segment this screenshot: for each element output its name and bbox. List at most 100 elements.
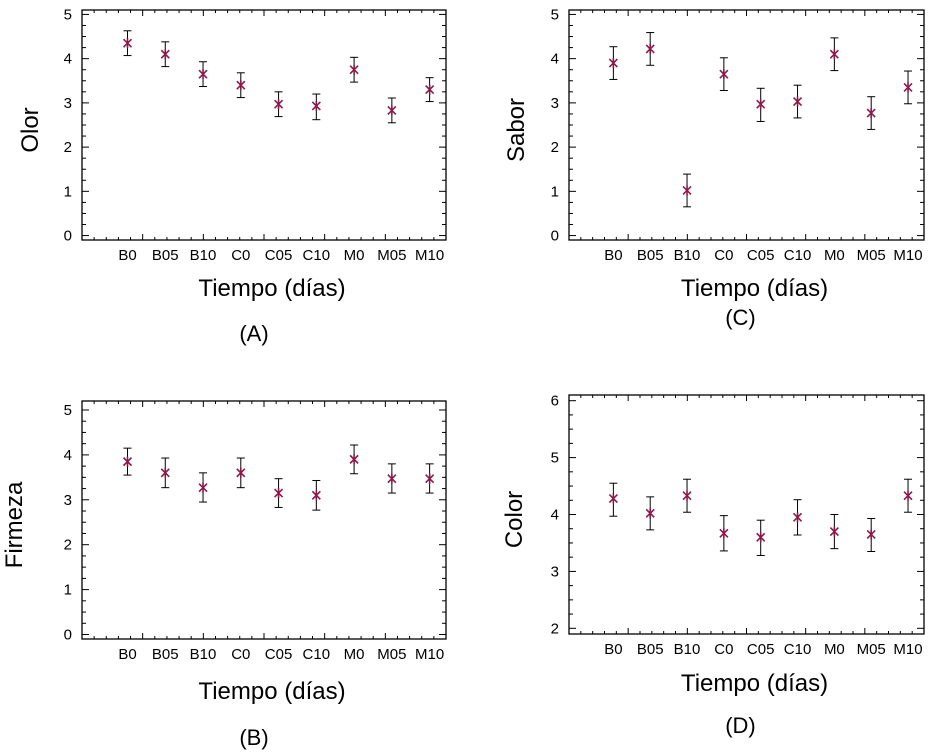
x-tick-label: C10	[303, 646, 331, 663]
data-point	[682, 490, 692, 501]
y-axis-title: Olor	[17, 107, 44, 152]
x-tick-label: B10	[190, 646, 217, 663]
y-tick-label: 2	[64, 537, 72, 554]
x-tick-label: M0	[824, 641, 845, 658]
x-tick-label: M10	[415, 247, 444, 264]
y-tick-label: 6	[551, 393, 559, 410]
chart-panel: 2 3 4 5 6 B0 B05 B10 C0 C05 C10 M0 M05 M10 Tiempo (día…	[501, 393, 925, 738]
x-tick-label: C05	[747, 641, 775, 658]
y-tick-label: 3	[64, 492, 72, 509]
x-tick-label: B0	[604, 247, 622, 264]
x-tick-label: C05	[747, 247, 775, 264]
data-point	[756, 99, 766, 110]
x-tick-label: C0	[231, 247, 250, 264]
x-tick-label: B0	[604, 641, 622, 658]
x-tick-label: C10	[784, 247, 812, 264]
data-point	[425, 84, 435, 95]
x-tick-label: C05	[265, 247, 293, 264]
data-point	[236, 467, 246, 478]
data-point	[756, 532, 766, 543]
data-point	[866, 529, 876, 540]
data-point	[311, 490, 321, 501]
x-tick-label: C0	[714, 247, 733, 264]
data-point	[792, 96, 803, 107]
data-point	[198, 482, 208, 493]
x-tick-label: B0	[118, 646, 136, 663]
plot-frame	[81, 400, 447, 640]
x-tick-label: C10	[784, 641, 812, 658]
data-point	[236, 80, 246, 91]
data-point	[792, 512, 803, 523]
data-point	[903, 82, 913, 93]
y-tick-label: 1	[64, 183, 72, 200]
x-tick-label: M10	[415, 646, 444, 663]
data-point	[829, 49, 839, 60]
data-point	[160, 467, 170, 478]
y-tick-label: 4	[64, 51, 72, 68]
x-tick-label: B05	[637, 247, 664, 264]
chart-panel: 0 1 2 3 4 5 B0 B05 B10 C0 C05 C10 M0 M05 M10 Tiempo (dí…	[17, 6, 447, 346]
data-point	[311, 100, 321, 111]
y-tick-label: 5	[551, 6, 559, 23]
y-tick-label: 4	[551, 51, 559, 68]
x-axis-title: Tiempo (días)	[681, 275, 828, 302]
data-point	[160, 49, 170, 60]
y-tick-label: 1	[551, 183, 559, 200]
panel-label: (B)	[239, 725, 268, 750]
y-tick-label: 0	[64, 627, 72, 644]
data-point	[122, 456, 133, 467]
data-point	[273, 99, 284, 110]
y-axis-title: Color	[501, 491, 528, 548]
y-tick-label: 4	[64, 447, 72, 464]
data-point	[122, 38, 133, 49]
y-tick-label: 0	[64, 228, 72, 245]
plot-frame	[81, 9, 447, 241]
x-tick-label: M05	[377, 247, 406, 264]
x-tick-label: M0	[344, 247, 365, 264]
data-point	[719, 528, 729, 539]
data-point	[387, 105, 397, 116]
x-tick-label: C0	[231, 646, 250, 663]
data-point	[866, 108, 876, 119]
x-tick-label: M10	[893, 641, 922, 658]
x-tick-label: B10	[674, 247, 701, 264]
y-axis-title: Sabor	[503, 98, 530, 162]
x-tick-label: B10	[190, 247, 217, 264]
y-tick-label: 0	[551, 228, 559, 245]
chart-panel: 0 1 2 3 4 5 B0 B05 B10 C0 C05 C10 M0 M05 M10 Tiempo (dí…	[503, 6, 925, 330]
y-axis-title: Firmeza	[1, 481, 28, 568]
x-tick-label: B0	[118, 247, 136, 264]
x-tick-label: B05	[637, 641, 664, 658]
data-point	[608, 493, 618, 504]
data-point	[349, 64, 359, 75]
y-tick-label: 1	[64, 582, 72, 599]
x-tick-label: M05	[377, 646, 406, 663]
y-tick-label: 3	[551, 563, 559, 580]
x-axis-title: Tiempo (días)	[198, 678, 345, 705]
data-point	[198, 69, 208, 80]
y-tick-label: 3	[551, 95, 559, 112]
x-axis-title: Tiempo (días)	[198, 275, 345, 302]
data-point	[273, 488, 284, 499]
plot-frame	[568, 394, 925, 635]
data-point	[645, 43, 655, 54]
x-tick-label: C0	[714, 641, 733, 658]
panel-label: (A)	[239, 321, 268, 346]
panel-label: (D)	[725, 713, 756, 738]
chart-panel: 0 1 2 3 4 5 B0 B05 B10 C0 C05 C10 M0 M05 M10 Tiempo (dí…	[1, 400, 447, 750]
data-point	[608, 58, 618, 69]
data-point	[645, 508, 655, 519]
y-tick-label: 5	[64, 6, 72, 23]
x-tick-label: C05	[265, 646, 293, 663]
data-point	[349, 454, 359, 465]
y-tick-label: 3	[64, 95, 72, 112]
x-tick-label: M0	[824, 247, 845, 264]
data-point	[682, 185, 692, 196]
x-tick-label: B05	[152, 646, 179, 663]
y-tick-label: 5	[551, 450, 559, 467]
data-point	[719, 69, 729, 80]
data-point	[425, 473, 435, 484]
data-point	[829, 526, 839, 537]
x-tick-label: B10	[674, 641, 701, 658]
x-tick-label: M10	[893, 247, 922, 264]
